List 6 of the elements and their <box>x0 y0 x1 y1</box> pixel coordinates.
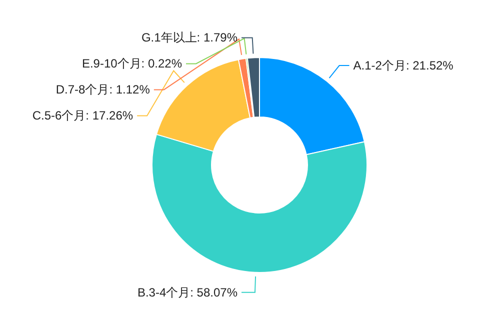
slice-label: G.1年以上: 1.79% <box>141 30 238 45</box>
slice-label: A.1-2个月: 21.52% <box>353 58 454 73</box>
slice-label: B.3-4个月: 58.07% <box>137 285 238 300</box>
slice-label: D.7-8个月: 1.12% <box>56 82 150 97</box>
slice-label: E.9-10个月: 0.22% <box>82 56 182 71</box>
slice-label: C.5-6个月: 17.26% <box>32 108 134 123</box>
